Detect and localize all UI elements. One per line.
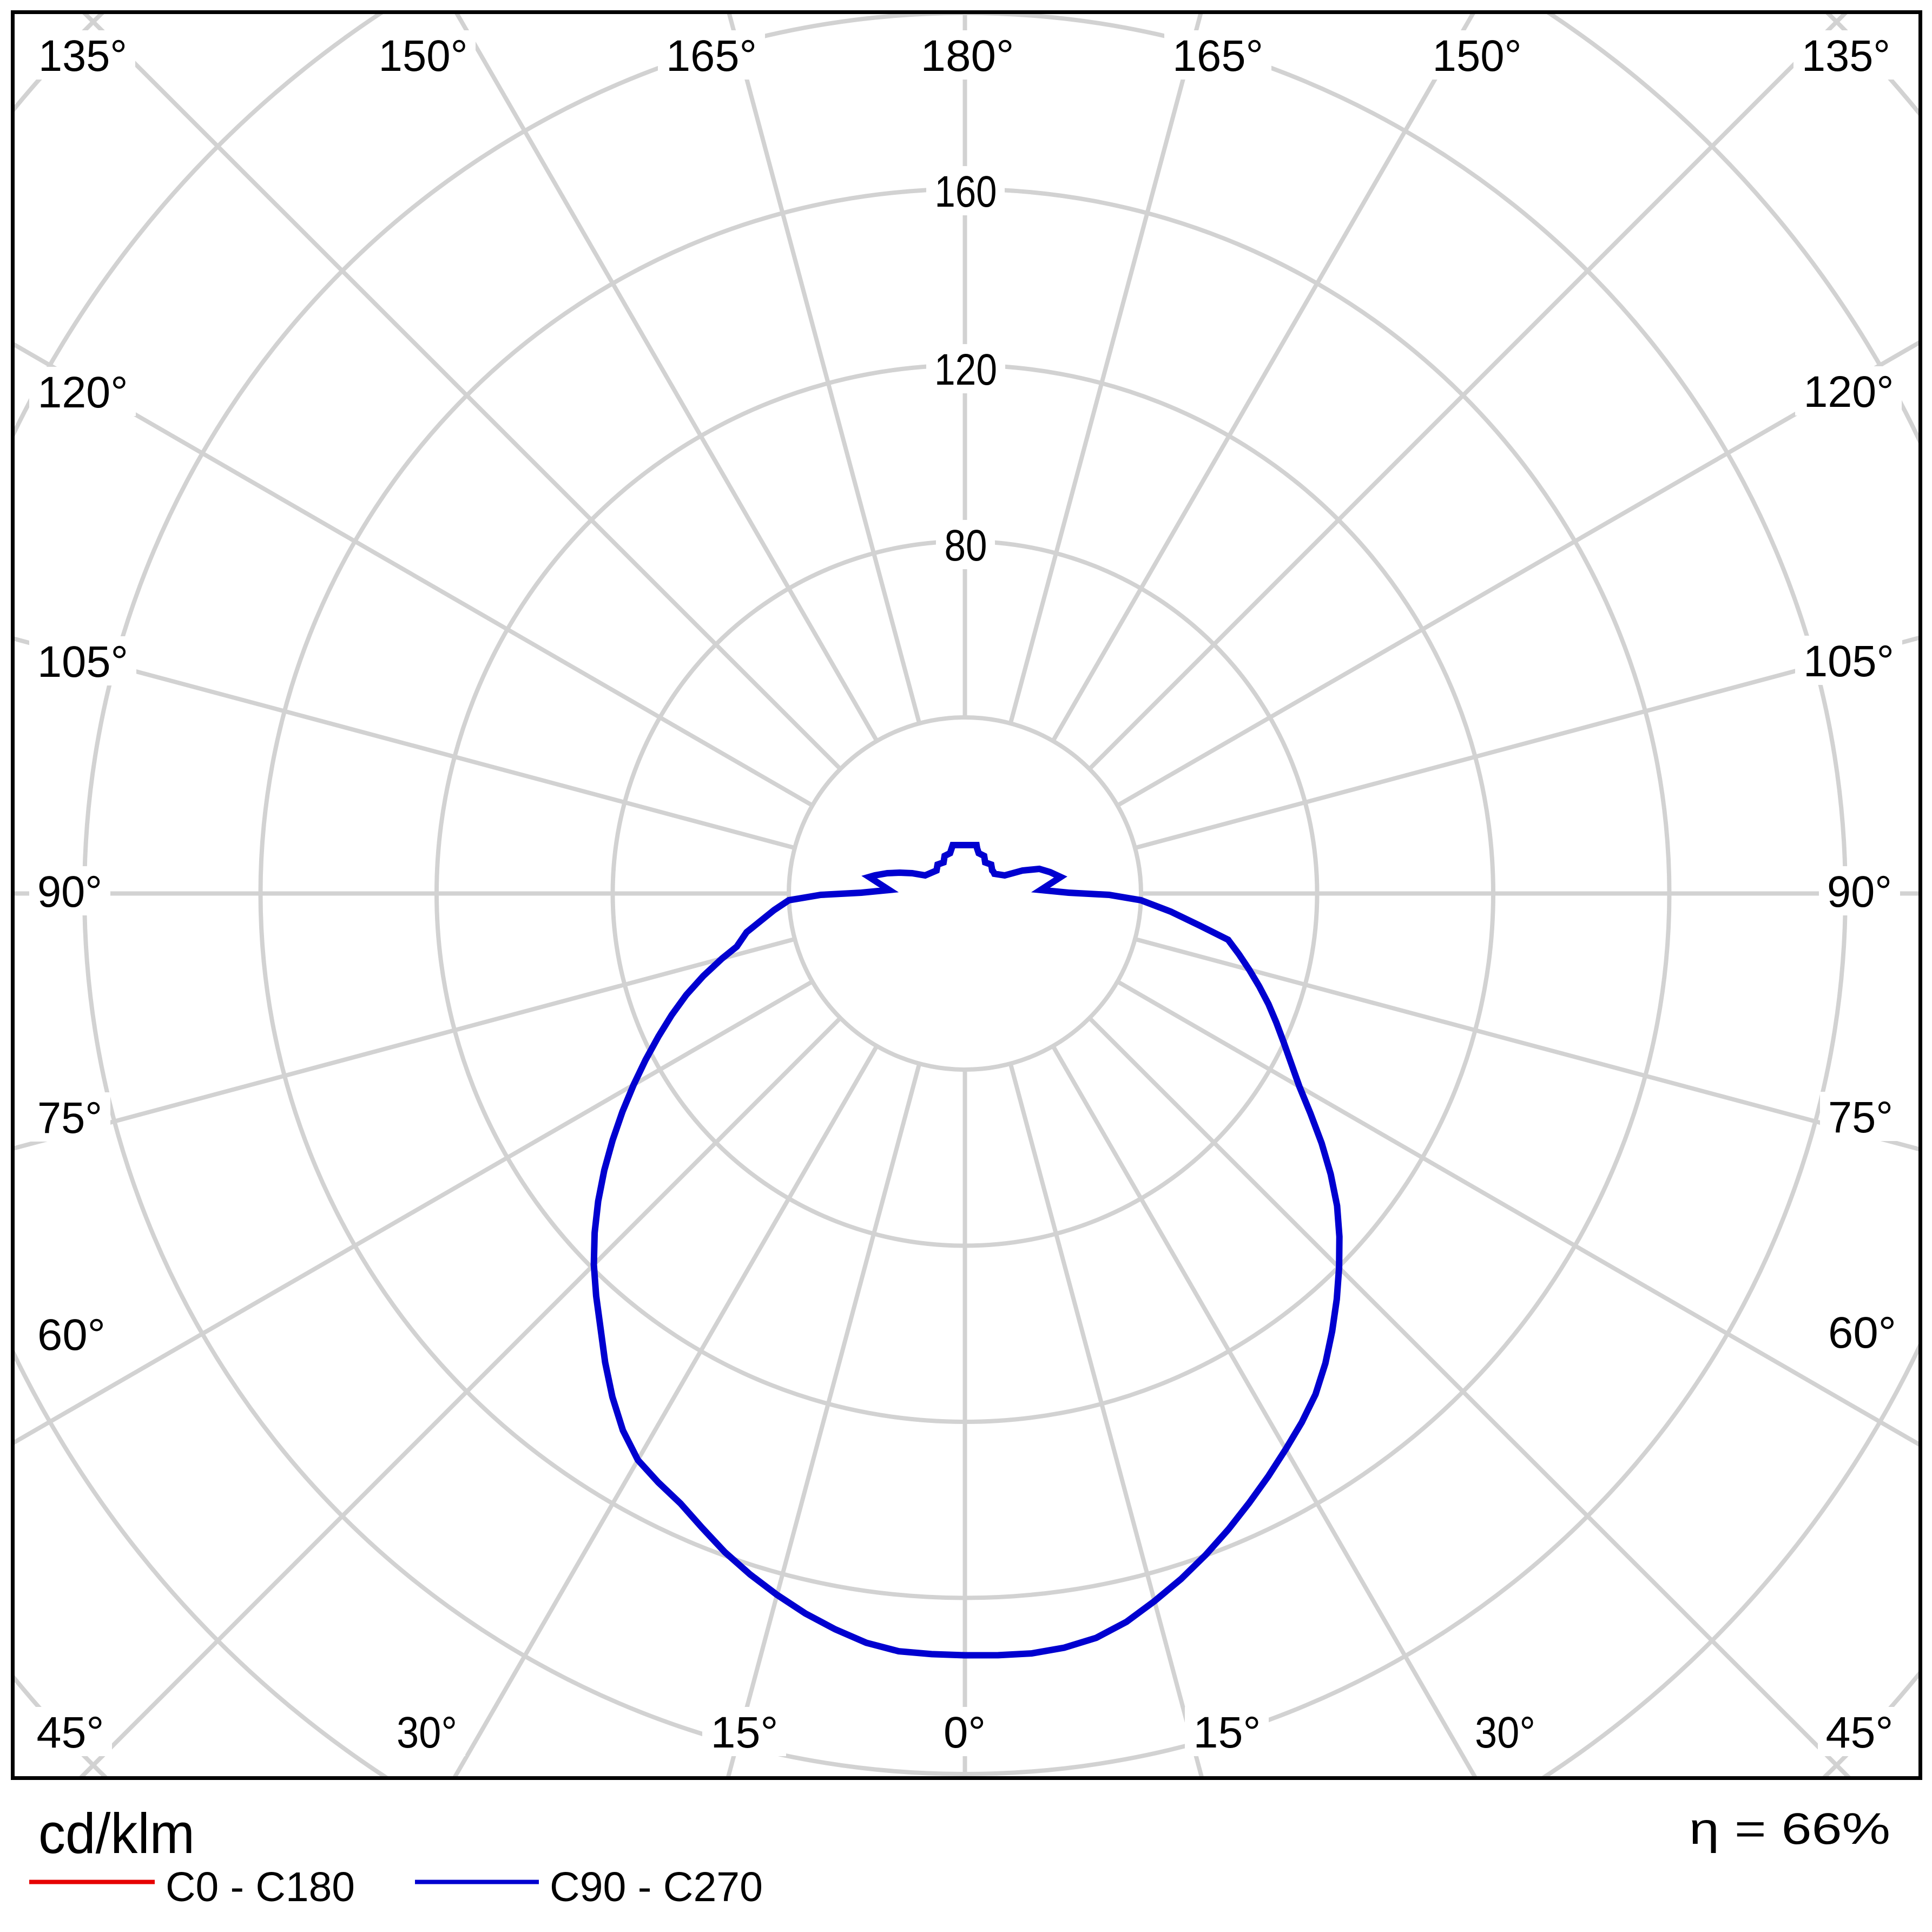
svg-text:C90 - C270: C90 - C270: [550, 1864, 763, 1910]
svg-text:0°: 0°: [944, 1708, 986, 1757]
svg-text:cd/klm: cd/klm: [38, 1802, 195, 1865]
svg-text:15°: 15°: [711, 1708, 779, 1757]
svg-text:120: 120: [934, 345, 997, 394]
svg-text:η = 66%: η = 66%: [1689, 1804, 1890, 1854]
svg-text:30°: 30°: [1475, 1708, 1535, 1757]
svg-text:120°: 120°: [1804, 367, 1894, 417]
svg-text:90°: 90°: [1827, 867, 1892, 916]
svg-text:90°: 90°: [37, 867, 102, 916]
svg-text:75°: 75°: [37, 1093, 102, 1143]
svg-text:165°: 165°: [1172, 31, 1263, 81]
svg-text:160: 160: [935, 167, 997, 216]
svg-text:30°: 30°: [397, 1708, 457, 1757]
svg-text:C0 - C180: C0 - C180: [166, 1864, 355, 1910]
svg-text:105°: 105°: [37, 637, 128, 687]
svg-text:45°: 45°: [1826, 1708, 1894, 1757]
svg-text:105°: 105°: [1803, 637, 1894, 686]
svg-text:60°: 60°: [37, 1310, 105, 1360]
svg-text:150°: 150°: [379, 31, 468, 81]
svg-text:45°: 45°: [37, 1708, 104, 1757]
svg-text:165°: 165°: [666, 31, 757, 81]
svg-text:135°: 135°: [1802, 31, 1890, 81]
svg-text:150°: 150°: [1433, 31, 1522, 81]
svg-text:75°: 75°: [1828, 1093, 1893, 1142]
svg-text:180°: 180°: [921, 31, 1014, 81]
svg-text:60°: 60°: [1828, 1308, 1896, 1357]
svg-text:15°: 15°: [1194, 1708, 1261, 1757]
svg-text:80: 80: [945, 521, 987, 570]
svg-text:120°: 120°: [38, 368, 128, 417]
svg-text:135°: 135°: [38, 31, 127, 81]
